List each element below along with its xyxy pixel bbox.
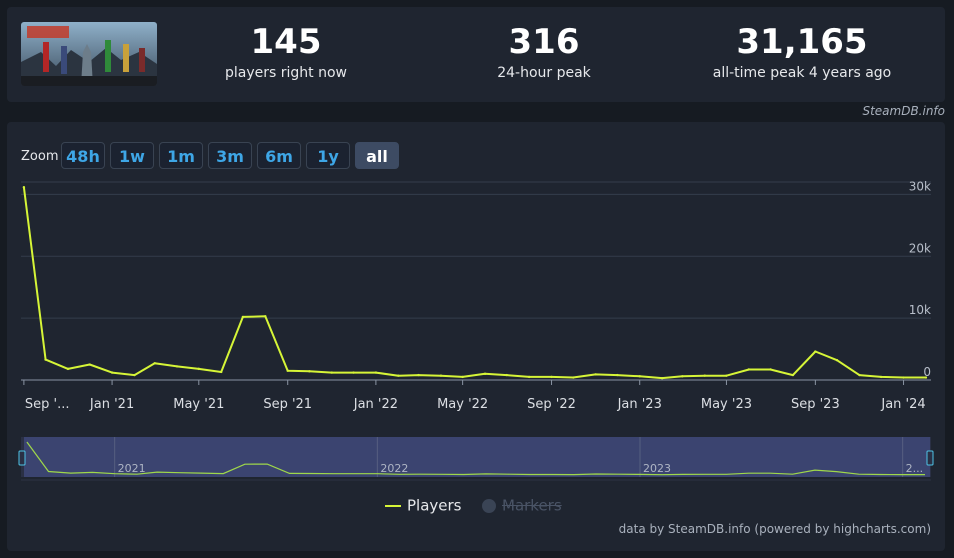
legend-players-label: Players	[407, 496, 462, 515]
players-chart: 0 10k 20k 30k Sep '... Jan '21 May '21 Sep '21…	[18, 179, 934, 481]
players-data-point	[638, 375, 641, 378]
players-data-point	[527, 375, 531, 379]
players-data-point	[153, 362, 156, 365]
players-data-point	[220, 370, 223, 374]
legend-markers-swatch	[482, 498, 496, 513]
players-data-point	[703, 374, 706, 377]
x-tick-label: Jan '22	[353, 397, 398, 412]
zoom-6m-button[interactable]: 6m	[257, 142, 301, 169]
players-data-point	[66, 367, 70, 371]
24h-peak-label: 24-hour peak	[497, 65, 591, 81]
steamdb-credit-link[interactable]: SteamDB.info	[862, 104, 945, 118]
legend-markers-label: Markers	[502, 496, 562, 515]
players-data-point	[352, 371, 355, 374]
stats-bar: 145 players right now 316 24-hour peak 3…	[7, 7, 945, 102]
zoom-3m-button[interactable]: 3m	[208, 142, 252, 169]
x-tick-label: Jan '21	[89, 397, 134, 412]
players-data-point	[44, 358, 47, 361]
navigator-series-line	[26, 441, 925, 476]
all-time-peak-label: all-time peak 4 years ago	[712, 65, 892, 81]
zoom-all-button[interactable]: all	[355, 142, 399, 169]
zoom-1m-button[interactable]: 1m	[159, 142, 203, 169]
players-data-point	[417, 373, 420, 377]
players-data-point	[550, 375, 553, 379]
current-players-value: 145	[250, 22, 322, 62]
players-data-point	[924, 376, 928, 379]
y-tick-label: 20k	[909, 241, 931, 255]
players-data-point	[286, 369, 289, 372]
navigator-year-label: 2022	[380, 462, 408, 475]
x-tick-label: Sep '21	[263, 397, 312, 412]
players-data-point	[505, 373, 508, 377]
24h-peak-value: 316	[508, 22, 580, 62]
y-tick-label: 30k	[909, 179, 931, 193]
x-tick-label: May '22	[437, 397, 488, 412]
navigator-right-handle[interactable]	[926, 450, 934, 466]
x-tick-label: Sep '23	[791, 397, 840, 412]
x-tick-label: May '21	[173, 397, 224, 412]
navigator-selection[interactable]	[24, 437, 930, 477]
current-players-label: players right now	[225, 65, 347, 81]
players-data-point	[616, 373, 619, 377]
game-thumbnail[interactable]	[21, 22, 157, 86]
zoom-1y-button[interactable]: 1y	[306, 142, 350, 169]
navigator-year-label: 2021	[118, 462, 146, 475]
players-data-point	[725, 374, 728, 377]
x-tick-label: Jan '23	[617, 397, 662, 412]
players-data-point	[330, 371, 334, 374]
all-time-peak-value: 31,165	[736, 22, 868, 62]
legend-markers[interactable]: Markers	[482, 496, 562, 515]
game-thumbnail-art	[21, 22, 157, 86]
players-data-point	[483, 372, 487, 376]
y-tick-label: 10k	[909, 303, 931, 317]
players-data-point	[902, 376, 905, 379]
players-series-line	[22, 187, 926, 380]
players-data-point	[594, 373, 597, 376]
players-data-point	[461, 375, 464, 379]
players-data-point	[858, 373, 861, 377]
navigator-year-label: 2023	[643, 462, 671, 475]
players-data-point	[769, 368, 772, 371]
x-tick-label: May '23	[701, 397, 752, 412]
players-data-point	[439, 374, 443, 377]
navigator-year-label: 2...	[906, 462, 924, 475]
stat-all-time-peak: 31,165 all-time peak 4 years ago	[697, 21, 907, 83]
zoom-1w-button[interactable]: 1w	[110, 142, 154, 169]
stat-current-players: 145 players right now	[206, 21, 366, 83]
players-data-point	[572, 376, 575, 379]
players-data-point	[175, 365, 179, 368]
legend-players[interactable]: Players	[385, 496, 462, 515]
players-data-point	[747, 368, 751, 371]
zoom-48h-button[interactable]: 48h	[61, 142, 105, 169]
players-data-point	[88, 363, 91, 366]
players-data-point	[133, 373, 136, 377]
players-data-point	[264, 315, 267, 318]
navigator-scrollbar[interactable]	[21, 479, 931, 481]
players-data-point	[308, 370, 311, 373]
zoom-label: Zoom	[21, 149, 59, 164]
chart-panel: Zoom 48h 1w 1m 3m 6m 1y all 0 10k 20k 30k S…	[7, 122, 945, 551]
x-tick-label: Jan '24	[880, 397, 925, 412]
players-data-point	[22, 185, 26, 189]
players-data-point	[374, 371, 378, 374]
players-data-point	[660, 376, 664, 380]
players-data-point	[681, 375, 684, 378]
players-data-point	[197, 367, 201, 371]
navigator-left-handle[interactable]	[18, 450, 26, 466]
players-data-point	[835, 359, 839, 362]
x-tick-label: Sep '22	[527, 397, 576, 412]
y-tick-label: 0	[923, 365, 931, 379]
players-data-point	[791, 373, 795, 377]
x-tick-label: Sep '...	[25, 397, 70, 412]
highcharts-credit-link[interactable]: data by SteamDB.info (powered by highcha…	[618, 522, 931, 536]
players-data-point	[814, 350, 817, 353]
players-data-point	[879, 375, 883, 379]
players-data-point	[397, 374, 400, 377]
players-data-point	[241, 315, 245, 319]
players-data-point	[110, 371, 114, 374]
stat-24h-peak: 316 24-hour peak	[464, 21, 624, 83]
legend-players-swatch	[385, 504, 401, 507]
